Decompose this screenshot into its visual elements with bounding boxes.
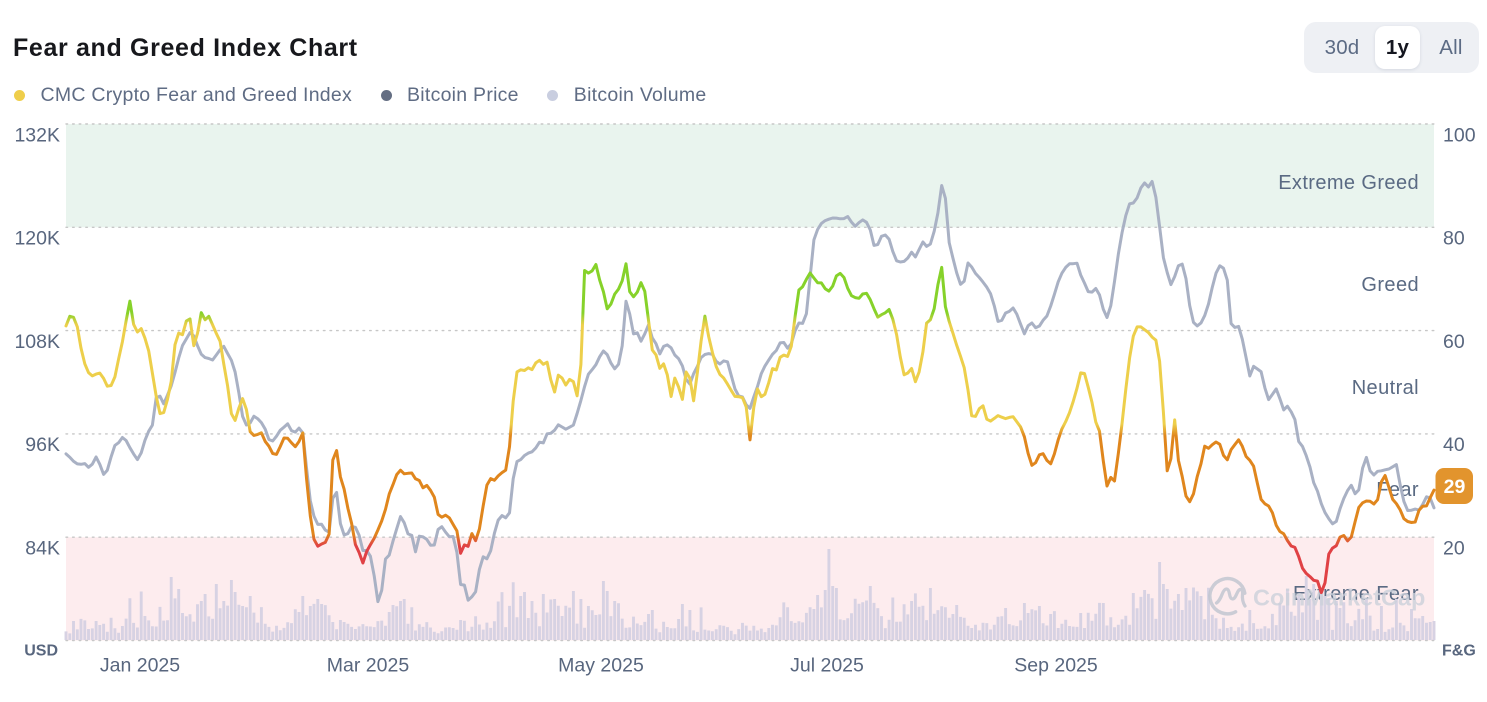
svg-text:20: 20 bbox=[1443, 538, 1465, 560]
svg-text:Neutral: Neutral bbox=[1352, 377, 1419, 399]
svg-text:Greed: Greed bbox=[1361, 274, 1419, 296]
svg-text:108K: 108K bbox=[14, 331, 60, 353]
svg-text:80: 80 bbox=[1443, 228, 1465, 250]
svg-text:CoinMarketCap: CoinMarketCap bbox=[1253, 585, 1425, 611]
svg-text:120K: 120K bbox=[14, 228, 60, 250]
svg-text:Mar 2025: Mar 2025 bbox=[327, 655, 410, 677]
svg-text:Sep 2025: Sep 2025 bbox=[1014, 655, 1098, 677]
svg-text:F&G: F&G bbox=[1442, 643, 1476, 660]
svg-text:100: 100 bbox=[1443, 124, 1476, 146]
svg-text:Jul 2025: Jul 2025 bbox=[790, 655, 864, 677]
svg-text:May 2025: May 2025 bbox=[558, 655, 644, 677]
svg-text:60: 60 bbox=[1443, 331, 1465, 353]
svg-text:Jan 2025: Jan 2025 bbox=[100, 655, 180, 677]
svg-text:USD: USD bbox=[24, 643, 58, 660]
svg-text:40: 40 bbox=[1443, 434, 1465, 456]
svg-text:84K: 84K bbox=[25, 538, 60, 560]
svg-text:Extreme Greed: Extreme Greed bbox=[1278, 172, 1419, 194]
svg-text:132K: 132K bbox=[14, 124, 60, 146]
svg-text:29: 29 bbox=[1444, 476, 1466, 498]
svg-text:96K: 96K bbox=[25, 434, 60, 456]
